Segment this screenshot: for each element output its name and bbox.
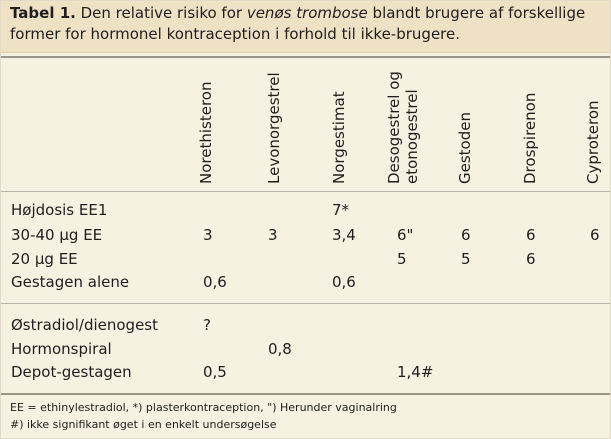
row-label-ee3040: 30-40 µg EE bbox=[11, 226, 103, 244]
footnote-line2: #) ikke signifikant øget i en enkelt und… bbox=[10, 418, 277, 431]
cell-ee20-desogestrel: 5 bbox=[397, 250, 407, 268]
group-divider bbox=[1, 303, 610, 304]
caption-text-after: blandt brugere af forskellige bbox=[367, 4, 586, 22]
col-header-cyproteron: Cyproteron bbox=[584, 100, 602, 184]
col-header-desogestrel: Desogestrel og etonogestrel bbox=[385, 24, 425, 184]
cell-hojdosis-norgestimat: 7* bbox=[332, 201, 350, 219]
col-header-levonorgestrel: Levonorgestrel bbox=[265, 72, 283, 184]
cell-ee3040-desogestrel: 6" bbox=[397, 226, 414, 244]
col-header-drospirenon: Drospirenon bbox=[521, 92, 539, 184]
cell-depot-desogestrel: 1,4# bbox=[397, 363, 434, 381]
caption-text-italic: venøs trombose bbox=[246, 4, 368, 22]
col-header-norgestimat: Norgestimat bbox=[330, 91, 348, 184]
row-label-hojdosis: Højdosis EE1 bbox=[11, 201, 108, 219]
cell-depot-norethisteron: 0,5 bbox=[203, 363, 227, 381]
row-label-ostradiol: Østradiol/dienogest bbox=[11, 316, 158, 334]
table-caption: Tabel 1. Den relative risiko for venøs t… bbox=[1, 1, 610, 53]
row-label-depot: Depot-gestagen bbox=[11, 363, 132, 381]
row-label-hormonspiral: Hormonspiral bbox=[11, 340, 112, 358]
caption-text-line2: former for hormonel kontraception i forh… bbox=[10, 25, 460, 43]
cell-ostradiol-norethisteron: ? bbox=[203, 316, 211, 334]
row-label-gestagen: Gestagen alene bbox=[11, 273, 130, 291]
col-header-gestoden: Gestoden bbox=[456, 112, 474, 184]
cell-ee20-drospirenon: 6 bbox=[526, 250, 536, 268]
cell-ee3040-drospirenon: 6 bbox=[526, 226, 536, 244]
bottom-rule bbox=[1, 393, 610, 395]
cell-ee3040-gestoden: 6 bbox=[461, 226, 471, 244]
caption-text-before: Den relative risiko for bbox=[75, 4, 247, 22]
cell-ee3040-levonorgestrel: 3 bbox=[268, 226, 278, 244]
cell-ee20-gestoden: 5 bbox=[461, 250, 471, 268]
caption-label: Tabel 1. bbox=[10, 4, 76, 22]
footnote-line1: EE = ethinylestradiol, *) plasterkontrac… bbox=[10, 401, 397, 414]
cell-gestagen-norgestimat: 0,6 bbox=[332, 273, 356, 291]
cell-ee3040-norgestimat: 3,4 bbox=[332, 226, 356, 244]
cell-ee3040-cyproteron: 6 bbox=[590, 226, 600, 244]
col-header-norethisteron: Norethisteron bbox=[197, 81, 215, 184]
cell-gestagen-norethisteron: 0,6 bbox=[203, 273, 227, 291]
header-rule bbox=[1, 191, 610, 192]
col-header-desogestrel-line1: Desogestrel og bbox=[385, 71, 403, 184]
cell-ee3040-norethisteron: 3 bbox=[203, 226, 213, 244]
row-label-ee20: 20 µg EE bbox=[11, 250, 78, 268]
cell-hormonspiral-levonorgestrel: 0,8 bbox=[268, 340, 292, 358]
top-rule bbox=[1, 56, 610, 58]
col-header-desogestrel-line2: etonogestrel bbox=[403, 89, 421, 184]
